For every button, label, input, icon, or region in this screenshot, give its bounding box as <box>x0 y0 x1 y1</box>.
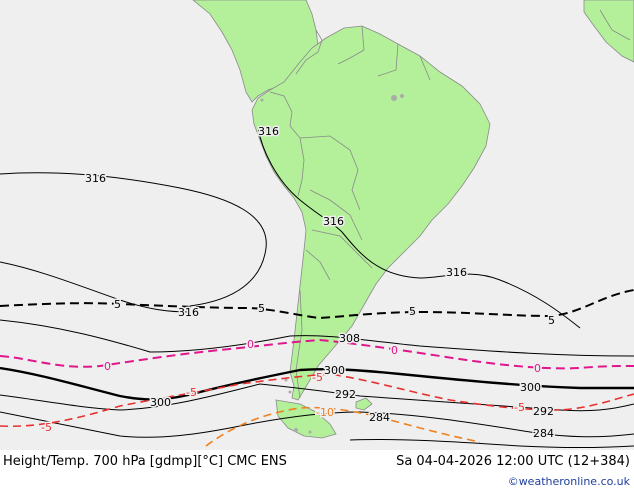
isotherm-minus10 <box>205 406 481 447</box>
label-t5-center: 5 <box>258 302 265 315</box>
contour-316-andes <box>257 127 581 329</box>
map-title: Height/Temp. 700 hPa [gdmp][°C] CMC ENS <box>3 454 287 469</box>
label-t5-west: 5 <box>114 298 121 311</box>
label-t0-east: 0 <box>391 344 398 357</box>
label-284-east: 284 <box>533 427 554 440</box>
label-t0-center: 0 <box>247 338 254 351</box>
country-borders <box>269 9 631 399</box>
weather-map: 316 316 316 316 316 308 300 300 300 292 … <box>0 0 634 450</box>
contour-labels: 316 316 316 316 316 308 300 300 300 292 … <box>40 124 557 442</box>
label-t0-far-east: 0 <box>534 362 541 375</box>
label-t5-far-east: 5 <box>548 314 555 327</box>
contour-308 <box>0 319 634 357</box>
label-308: 308 <box>339 332 360 345</box>
label-300-west: 300 <box>150 396 171 409</box>
label-316-center: 316 <box>323 215 344 228</box>
land-africa <box>583 0 634 63</box>
contour-284 <box>0 411 634 438</box>
label-tm5-east: -5 <box>514 401 525 414</box>
contour-316-west <box>0 172 267 307</box>
map-footer: Height/Temp. 700 hPa [gdmp][°C] CMC ENS … <box>0 450 634 490</box>
contour-300-thick <box>0 366 634 401</box>
valid-time: Sa 04-04-2026 12:00 UTC (12+384) <box>396 454 630 469</box>
label-292-east: 292 <box>533 405 554 418</box>
label-tm5-west: -5 <box>41 421 52 434</box>
contour-316-inner <box>0 261 191 313</box>
label-316-andes: 316 <box>258 125 279 138</box>
land-falklands <box>355 397 373 411</box>
contour-292 <box>0 383 634 412</box>
label-300-center: 300 <box>324 364 345 377</box>
label-292-center: 292 <box>335 388 356 401</box>
contour-284-south <box>349 438 634 448</box>
label-300-east: 300 <box>520 381 541 394</box>
islands <box>260 94 404 434</box>
label-316-west: 316 <box>85 172 106 185</box>
isotherm-plus5 <box>0 289 634 320</box>
credit-link[interactable]: ©weatheronline.co.uk <box>507 475 630 488</box>
label-316-east: 316 <box>446 266 467 279</box>
label-t0-west: 0 <box>104 360 111 373</box>
label-284-center: 284 <box>369 411 390 424</box>
isotherm-minus5 <box>0 373 634 428</box>
label-tm5-center: -5 <box>186 386 197 399</box>
land-south-america <box>251 25 491 401</box>
label-316-mid: 316 <box>178 306 199 319</box>
height-contours <box>0 127 634 448</box>
label-t5-east: 5 <box>409 305 416 318</box>
isotherm-0 <box>0 338 634 370</box>
label-tm10: -10 <box>316 406 334 419</box>
label-tm5-mid: -5 <box>312 371 323 384</box>
